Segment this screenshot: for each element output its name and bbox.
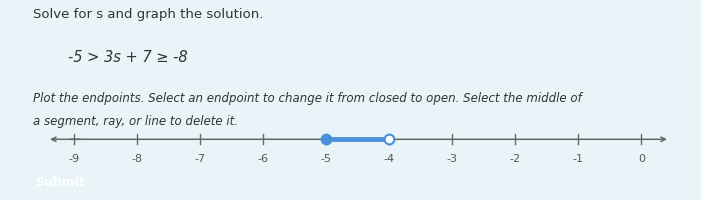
Text: -9: -9: [68, 153, 79, 163]
Text: -8: -8: [131, 153, 142, 163]
Text: 0: 0: [638, 153, 645, 163]
Text: -5: -5: [320, 153, 332, 163]
Text: Submit: Submit: [35, 176, 84, 188]
Text: Solve for s and graph the solution.: Solve for s and graph the solution.: [33, 8, 264, 21]
Text: -5 > 3s + 7 ≥ -8: -5 > 3s + 7 ≥ -8: [68, 50, 187, 65]
Text: Plot the endpoints. Select an endpoint to change it from closed to open. Select : Plot the endpoints. Select an endpoint t…: [33, 92, 582, 105]
Text: -2: -2: [510, 153, 521, 163]
Text: -1: -1: [573, 153, 584, 163]
Text: -6: -6: [257, 153, 268, 163]
Text: a segment, ray, or line to delete it.: a segment, ray, or line to delete it.: [33, 114, 238, 127]
Text: -7: -7: [194, 153, 205, 163]
Text: -3: -3: [447, 153, 458, 163]
Text: -4: -4: [383, 153, 395, 163]
